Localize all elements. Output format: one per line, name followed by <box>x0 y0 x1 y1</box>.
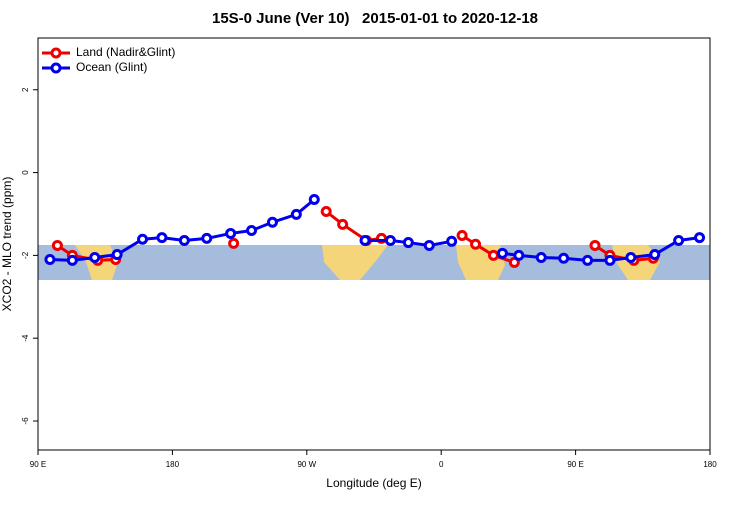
point <box>290 208 302 220</box>
legend-marker <box>50 47 62 59</box>
point <box>487 249 499 261</box>
point <box>359 234 371 246</box>
point <box>320 205 332 217</box>
point <box>582 254 594 266</box>
point <box>535 251 547 263</box>
point <box>446 235 458 247</box>
point <box>156 232 168 244</box>
plot-frame <box>37 37 711 451</box>
y-tick-label: -6 <box>21 417 30 425</box>
point <box>423 239 435 251</box>
x-tick-label: 180 <box>703 460 717 469</box>
legend-marker <box>50 62 62 74</box>
point <box>308 193 320 205</box>
point <box>625 251 637 263</box>
point <box>673 234 685 246</box>
point <box>89 251 101 263</box>
x-tick-label: 90 E <box>30 460 46 469</box>
point <box>402 237 414 249</box>
point <box>111 249 123 261</box>
point <box>470 238 482 250</box>
x-tick-label: 90 E <box>567 460 583 469</box>
point <box>513 249 525 261</box>
legend-label: Ocean (Glint) <box>76 60 147 74</box>
point <box>456 230 468 242</box>
y-axis-label: XCO2 - MLO trend (ppm) <box>0 177 14 312</box>
x-axis-label: Longitude (deg E) <box>326 476 421 490</box>
point <box>178 234 190 246</box>
point <box>51 239 63 251</box>
point <box>649 249 661 261</box>
point <box>266 216 278 228</box>
point <box>496 247 508 259</box>
point <box>66 254 78 266</box>
chart-title: 15S-0 June (Ver 10) 2015-01-01 to 2020-1… <box>212 10 538 27</box>
point <box>589 239 601 251</box>
legend-label: Land (Nadir&Glint) <box>76 45 175 59</box>
y-tick-label: 2 <box>21 87 30 92</box>
map-band <box>38 245 710 280</box>
x-tick-label: 90 W <box>297 460 316 469</box>
point <box>384 234 396 246</box>
point <box>137 233 149 245</box>
point <box>201 232 213 244</box>
y-tick-label: 0 <box>21 170 30 175</box>
point <box>337 218 349 230</box>
y-tick-label: -4 <box>21 334 30 342</box>
point <box>225 227 237 239</box>
x-tick-label: 0 <box>439 460 444 469</box>
point <box>228 237 240 249</box>
y-tick-label: -2 <box>21 251 30 259</box>
point <box>44 254 56 266</box>
point <box>694 232 706 244</box>
point <box>604 254 616 266</box>
point <box>246 225 258 237</box>
point <box>558 252 570 264</box>
x-tick-label: 180 <box>166 460 180 469</box>
